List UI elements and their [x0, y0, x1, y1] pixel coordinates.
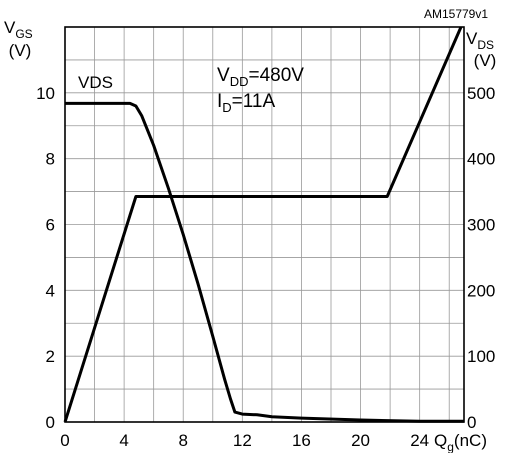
x-axis-title: Qg(nC): [434, 431, 487, 453]
x-tick-labels: 0 4 8 12 16 20 24: [60, 431, 429, 450]
left-tick-label: 0: [46, 413, 55, 432]
right-tick-labels: 0 100 200 300 400 500: [467, 84, 495, 432]
right-tick-label: 300: [467, 216, 495, 235]
left-tick-label: 2: [46, 347, 55, 366]
left-axis-title: VGS: [4, 18, 33, 41]
right-axis-title: VDS: [466, 29, 494, 52]
grid-lines: [65, 27, 464, 422]
figure-code: AM15779v1: [424, 7, 488, 21]
right-axis-unit: (V): [474, 51, 497, 70]
x-tick-label: 12: [233, 431, 252, 450]
vds-curve-label: VDS: [78, 73, 113, 92]
series-line-vds: [65, 101, 464, 423]
left-axis-unit: (V): [9, 41, 32, 60]
plot-frame: [64, 26, 465, 423]
series-line-vgs: [63, 26, 463, 423]
x-tick-label: 24: [410, 431, 429, 450]
curves: [63, 26, 464, 423]
right-tick-label: 0: [467, 413, 476, 432]
left-tick-label: 10: [36, 84, 55, 103]
right-tick-label: 100: [467, 347, 495, 366]
left-tick-label: 6: [46, 216, 55, 235]
right-tick-label: 200: [467, 281, 495, 300]
right-tick-label: 400: [467, 150, 495, 169]
x-tick-label: 20: [351, 431, 370, 450]
id-condition: ID=11A: [217, 91, 275, 115]
left-tick-label: 4: [46, 281, 55, 300]
x-tick-label: 4: [119, 431, 128, 450]
x-tick-label: 0: [60, 431, 69, 450]
vdd-condition: VDD=480V: [217, 65, 304, 89]
left-tick-labels: 0 2 4 6 8 10: [36, 84, 55, 432]
right-tick-label: 500: [467, 84, 495, 103]
x-tick-label: 16: [292, 431, 311, 450]
left-tick-label: 8: [46, 150, 55, 169]
x-tick-label: 8: [178, 431, 187, 450]
